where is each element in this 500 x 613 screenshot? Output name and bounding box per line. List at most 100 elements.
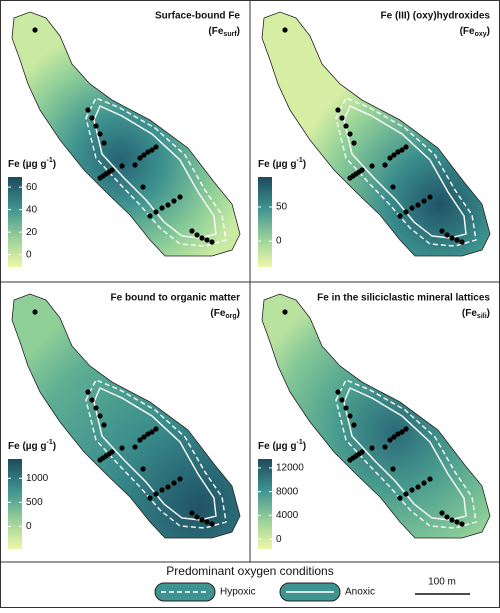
sample-point: [199, 517, 205, 523]
colorbar-tick-label: 50: [276, 202, 288, 213]
lake: [11, 11, 241, 257]
sample-point: [93, 123, 99, 129]
lake: [261, 11, 491, 257]
panel: Fe in the siliciclastic mineral lattices…: [258, 293, 490, 549]
anoxic-contour: [343, 105, 467, 239]
sample-point: [153, 491, 159, 497]
colorbar: [8, 177, 22, 267]
legend-label: Hypoxic: [220, 587, 256, 598]
hypoxic-contour: [85, 97, 227, 247]
colorbar-tick-label: 12000: [276, 463, 304, 474]
sample-point: [189, 510, 195, 516]
sample-point: [209, 521, 215, 527]
colorbar-tick-label: 500: [26, 497, 43, 508]
lake: [261, 293, 491, 539]
sample-point: [454, 237, 460, 243]
colorbar-tick-label: 0: [276, 236, 282, 247]
symbol: (Fe: [462, 308, 477, 319]
panel-symbol: (Fesili): [462, 308, 490, 321]
sample-point: [145, 149, 151, 155]
panel: Fe (III) (oxy)hydroxides(Feoxy)Fe (µg g-…: [258, 11, 490, 267]
sample-point: [403, 144, 409, 150]
sample-point: [395, 431, 401, 437]
colorbar-tick-label: 20: [26, 227, 38, 238]
sample-point: [403, 209, 409, 215]
sample-point: [101, 422, 107, 428]
sample-point: [390, 466, 396, 472]
sample-point: [439, 510, 445, 516]
sample-point: [149, 147, 155, 153]
sample-point: [421, 480, 427, 486]
sample-point: [204, 237, 210, 243]
sample-point: [415, 202, 421, 208]
sample-point: [140, 184, 146, 190]
sample-point: [145, 431, 151, 437]
sample-point: [387, 437, 393, 443]
sample-point: [449, 235, 455, 241]
panel-symbol: (Feoxy): [460, 26, 490, 39]
anoxic-contour: [343, 387, 467, 521]
sample-point: [459, 239, 465, 245]
sample-point: [171, 198, 177, 204]
sample-point: [204, 519, 210, 525]
sample-point: [119, 445, 125, 451]
colorbar-tick-label: 8000: [276, 486, 299, 497]
sample-point: [153, 209, 159, 215]
sample-point: [403, 491, 409, 497]
symbol-end: ): [487, 308, 490, 319]
sample-point: [153, 426, 159, 432]
sample-point: [449, 517, 455, 523]
label: Fe (µg g: [258, 441, 297, 452]
sample-point: [427, 476, 433, 482]
sample-point: [159, 487, 165, 493]
subscript: surf: [223, 31, 237, 38]
sample-point: [347, 131, 353, 137]
sample-point: [132, 162, 138, 168]
sample-point: [119, 163, 125, 169]
sample-point: [165, 484, 171, 490]
sample-point: [459, 521, 465, 527]
hypoxic-contour: [85, 379, 227, 529]
sample-point: [141, 152, 147, 158]
symbol: (Fe: [210, 308, 225, 319]
sample-point: [137, 437, 143, 443]
label-end: ): [303, 159, 306, 170]
legend-title: Predominant oxygen conditions: [166, 564, 333, 578]
colorbar-tick-label: 4000: [276, 510, 299, 521]
sample-point: [32, 309, 38, 315]
colorbar: [258, 459, 272, 549]
sample-point: [194, 514, 200, 520]
sample-point: [439, 228, 445, 234]
label: Fe (µg g: [258, 159, 297, 170]
sample-point: [339, 115, 345, 121]
sample-point: [359, 449, 365, 455]
symbol-end: ): [237, 26, 240, 37]
sample-point: [89, 115, 95, 121]
colorbar-label: Fe (µg g-1): [258, 439, 306, 451]
colorbar-tick-label: 0: [26, 249, 32, 260]
colorbar: [8, 459, 22, 549]
legend-label: Anoxic: [345, 587, 375, 598]
sample-point: [109, 449, 115, 455]
sample-point: [109, 167, 115, 173]
sample-point: [343, 123, 349, 129]
sample-point: [171, 480, 177, 486]
sample-point: [409, 487, 415, 493]
panel: Fe bound to organic matter(Feorg)Fe (µg …: [8, 293, 241, 549]
sample-point: [147, 495, 153, 501]
sample-point: [390, 184, 396, 190]
sample-point: [343, 405, 349, 411]
symbol-end: ): [487, 26, 490, 37]
colorbar-tick-label: 0: [26, 521, 32, 532]
colorbar-tick-label: 0: [276, 534, 282, 545]
sample-point: [409, 205, 415, 211]
sample-point: [153, 144, 159, 150]
sample-point: [159, 205, 165, 211]
sample-point: [97, 131, 103, 137]
sample-point: [32, 27, 38, 33]
subscript: oxy: [475, 31, 487, 38]
colorbar-label: Fe (µg g-1): [258, 157, 306, 169]
sample-point: [165, 202, 171, 208]
sample-point: [85, 389, 91, 395]
sample-point: [397, 495, 403, 501]
